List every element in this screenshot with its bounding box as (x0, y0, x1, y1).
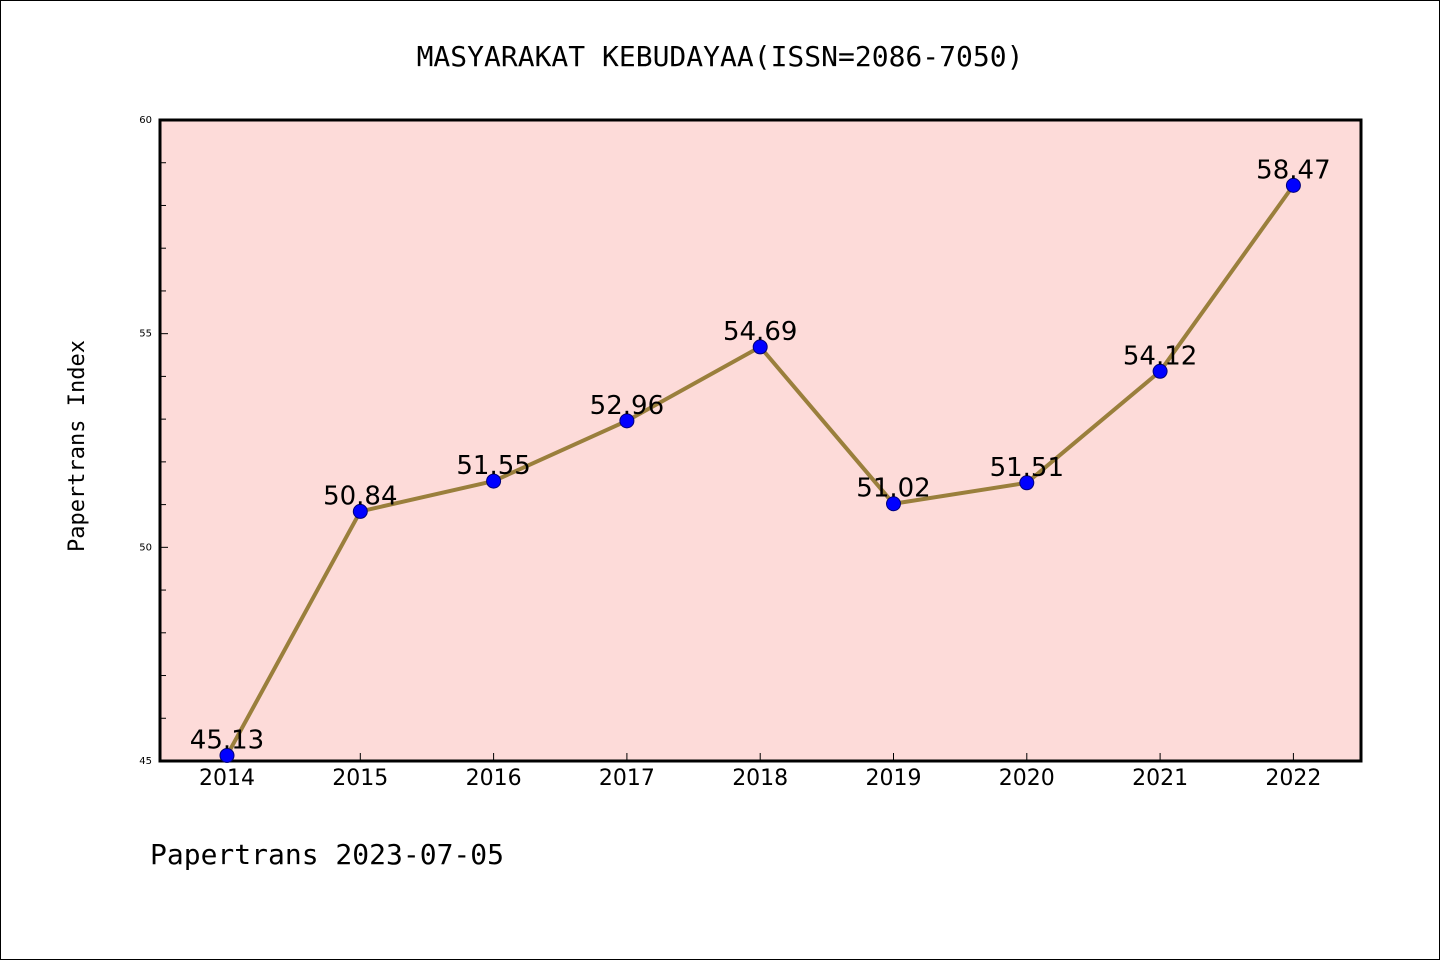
data-point (352, 503, 368, 519)
data-point (1152, 363, 1168, 379)
y-tick-label: 55 (139, 329, 152, 340)
data-point (886, 496, 901, 512)
y-tick-label: 50 (139, 542, 152, 553)
data-label: 50.84 (323, 481, 397, 511)
data-point (1285, 177, 1301, 193)
data-label: 52.96 (590, 391, 664, 421)
data-label: 45.13 (190, 725, 264, 755)
x-tick-label: 2014 (199, 766, 255, 791)
data-point (219, 747, 235, 763)
chart-title: MASYARAKAT KEBUDAYAA(ISSN=2086-7050) (417, 40, 1024, 73)
y-axis: 45 50 55 60 (139, 115, 168, 767)
series-group: 45.13 50.84 51.55 52.96 54.69 51.02 51.51 54.12… (190, 155, 1331, 763)
x-tick-label: 2018 (732, 766, 788, 791)
data-point (619, 413, 635, 429)
data-label: 51.51 (990, 453, 1064, 483)
x-tick-label: 2021 (1132, 766, 1188, 791)
footer-text: Papertrans 2023-07-05 (150, 838, 504, 871)
x-tick-label: 2019 (866, 766, 922, 791)
plot-area (158, 118, 1363, 763)
x-axis: 2014 2015 2016 2017 2018 2019 2020 2021 2022 (199, 753, 1321, 791)
data-label: 54.69 (723, 317, 797, 347)
data-label: 51.55 (456, 451, 530, 481)
x-tick-label: 2017 (599, 766, 655, 791)
data-point (752, 339, 768, 355)
data-label: 58.47 (1256, 155, 1330, 185)
data-label: 51.02 (856, 474, 930, 504)
x-tick-label: 2015 (332, 766, 388, 791)
data-point (486, 473, 502, 489)
data-point (1019, 475, 1035, 491)
y-tick-label: 45 (139, 756, 152, 767)
data-label: 54.12 (1123, 341, 1197, 371)
y-axis-label: Papertrans Index (65, 340, 90, 552)
x-tick-label: 2016 (466, 766, 522, 791)
x-tick-label: 2022 (1265, 766, 1321, 791)
y-tick-label: 60 (139, 115, 152, 126)
x-tick-label: 2020 (999, 766, 1055, 791)
